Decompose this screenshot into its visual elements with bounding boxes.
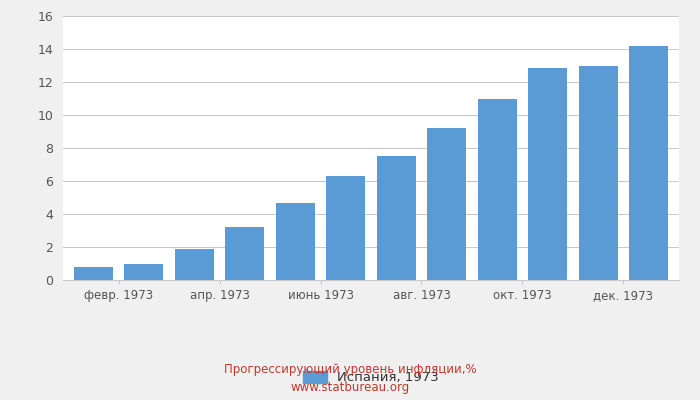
Bar (629, 46, 668, 280)
Text: Прогрессирующий уровень инфляции,%: Прогрессирующий уровень инфляции,% (224, 364, 476, 376)
Bar (225, 227, 265, 280)
Bar (377, 156, 416, 280)
Bar (174, 250, 214, 280)
Bar (124, 264, 164, 280)
Bar (276, 203, 315, 280)
Bar (477, 98, 517, 280)
Bar (326, 176, 365, 280)
Bar (74, 267, 113, 280)
Bar (578, 66, 618, 280)
Text: www.statbureau.org: www.statbureau.org (290, 381, 410, 394)
Bar (427, 128, 466, 280)
Legend: Испания, 1973: Испания, 1973 (303, 371, 439, 384)
Bar (528, 68, 568, 280)
